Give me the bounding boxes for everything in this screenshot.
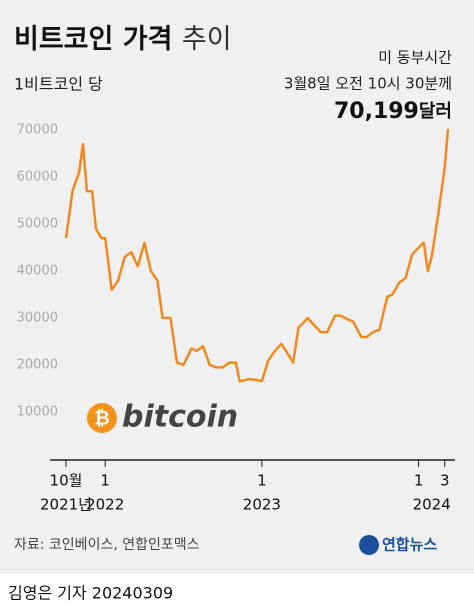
annotation-unit: 달러 xyxy=(419,101,452,122)
x-tick-label: 1 xyxy=(100,472,110,490)
x-year-label: 2021년 xyxy=(40,496,92,514)
background xyxy=(0,0,474,574)
bitcoin-logo xyxy=(87,403,117,433)
title-light: 추이 xyxy=(182,24,232,55)
subtitle: 1비트코인 당 xyxy=(14,75,103,94)
y-tick-label: 60000 xyxy=(17,170,58,185)
credit: 김영은 기자 20240309 xyxy=(8,584,173,603)
x-tick-label: 10월 xyxy=(50,472,83,490)
x-tick-label: 3 xyxy=(440,472,450,490)
chart-title: 비트코인 가격 추이 xyxy=(14,24,232,55)
brand: 연합뉴스 xyxy=(382,536,437,554)
x-year-label: 2023 xyxy=(243,496,281,514)
title-bold: 비트코인 가격 xyxy=(14,24,172,55)
source: 자료: 코인베이스, 연합인포맥스 xyxy=(14,537,200,553)
annotation-line: 미 동부시간 xyxy=(378,49,452,67)
y-tick-label: 70000 xyxy=(17,123,58,138)
footer-background xyxy=(0,574,474,614)
y-tick-label: 30000 xyxy=(17,311,58,326)
x-tick-label: 1 xyxy=(414,472,424,490)
annotation-line: 3월8일 오전 10시 30분께 xyxy=(284,75,452,93)
logo-text: bitcoin xyxy=(122,400,238,435)
bitcoin-symbol: ₿ xyxy=(94,408,109,430)
price-line xyxy=(64,128,450,383)
annotation-value: 70,199달러 xyxy=(334,99,452,124)
x-tick-label: 1 xyxy=(257,472,267,490)
annotation-number: 70,199 xyxy=(334,99,419,124)
y-tick-label: 20000 xyxy=(17,358,58,373)
y-tick-label: 10000 xyxy=(17,405,58,420)
x-year-label: 2024 xyxy=(413,496,451,514)
y-tick-label: 40000 xyxy=(17,264,58,279)
x-year-label: 2022 xyxy=(86,496,124,514)
y-tick-label: 50000 xyxy=(17,217,58,232)
brand-logo xyxy=(359,535,379,555)
